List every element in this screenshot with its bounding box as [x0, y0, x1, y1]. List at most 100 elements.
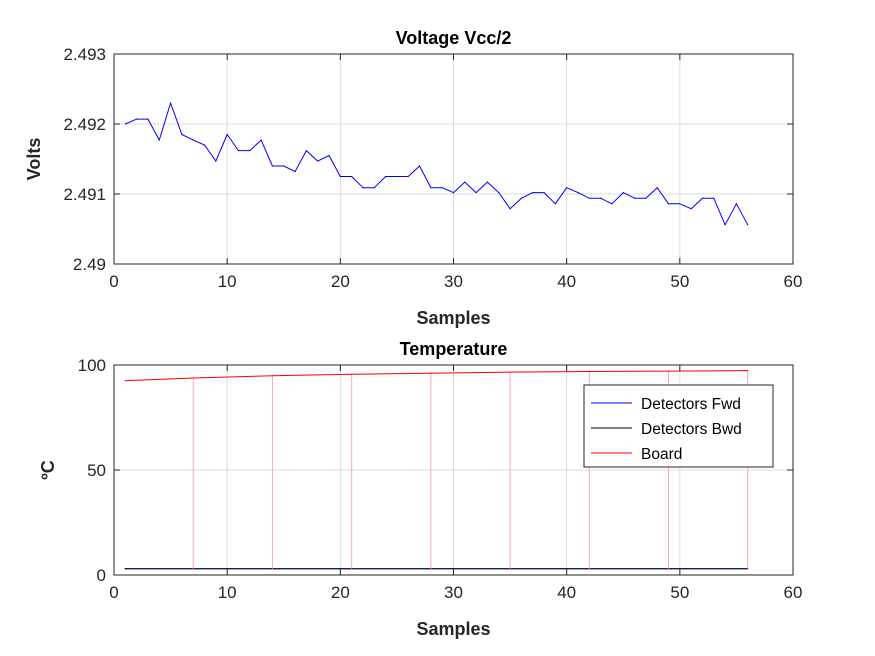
detectors-bwd-data-point — [124, 568, 126, 570]
voltage-title: Voltage Vcc/2 — [396, 28, 512, 48]
voltage-data-point — [498, 192, 500, 194]
voltage-data-point — [441, 187, 443, 189]
temperature-xtick-label: 60 — [784, 583, 803, 602]
temperature-ytick-label: 0 — [97, 566, 106, 585]
voltage-data-point — [464, 181, 466, 183]
temperature-xlabel: Samples — [416, 619, 490, 639]
voltage-ytick-label: 2.491 — [63, 185, 106, 204]
voltage-data-point — [373, 187, 375, 189]
voltage-data-point — [260, 139, 262, 141]
legend-label-board: Board — [641, 446, 682, 463]
voltage-data-point — [724, 224, 726, 226]
temperature-ytick-label: 100 — [78, 356, 106, 375]
voltage-data-point — [339, 175, 341, 178]
temperature-title: Temperature — [400, 339, 508, 359]
temperature-xtick-label: 0 — [109, 583, 118, 602]
voltage-data-point — [554, 203, 556, 205]
voltage-data-point — [633, 197, 636, 199]
voltage-data-point — [622, 192, 624, 194]
temperature-xtick-label: 10 — [218, 583, 237, 602]
voltage-xtick-label: 10 — [218, 272, 237, 291]
voltage-xtick-label: 60 — [784, 272, 803, 291]
voltage-data-point — [158, 139, 160, 141]
voltage-data-point — [656, 187, 658, 189]
voltage-data-point — [317, 160, 319, 162]
board-data-point — [124, 380, 126, 382]
voltage-data-point — [452, 192, 455, 194]
voltage-data-point — [690, 208, 692, 210]
voltage-data-point — [294, 171, 296, 173]
voltage-xtick-label: 40 — [557, 272, 576, 291]
voltage-data-point — [124, 123, 126, 125]
temperature-ticks: 0 10 20 30 40 50 60 0 50 100 — [78, 356, 803, 602]
voltage-data-point — [305, 150, 307, 152]
voltage-data-point — [588, 197, 590, 199]
voltage-data-point — [407, 175, 409, 178]
voltage-data-point — [362, 187, 364, 189]
voltage-data-point — [192, 139, 194, 141]
board-data-point — [351, 373, 353, 375]
voltage-data-point — [486, 181, 489, 183]
voltage-data-point — [645, 197, 647, 199]
voltage-data-point — [396, 175, 398, 178]
voltage-data-point — [532, 192, 534, 194]
voltage-xtick-label: 50 — [670, 272, 689, 291]
board-data-point — [747, 370, 749, 372]
voltage-data-point — [509, 208, 511, 210]
temperature-xtick-label: 20 — [331, 583, 350, 602]
temperature-ytick-label: 50 — [87, 461, 106, 480]
voltage-data-point — [600, 197, 602, 199]
voltage-data-point — [226, 133, 228, 136]
board-data-point — [588, 370, 590, 373]
voltage-xlabel: Samples — [416, 308, 490, 328]
temperature-legend[interactable]: Detectors Fwd Detectors Bwd Board — [583, 384, 774, 468]
voltage-data-point — [611, 203, 613, 205]
voltage-data-point — [237, 150, 240, 152]
temperature-xtick-label: 40 — [557, 583, 576, 602]
temperature-xtick-label: 50 — [670, 583, 689, 602]
voltage-xtick-label: 0 — [109, 272, 118, 291]
voltage-xtick-label: 20 — [331, 272, 350, 291]
board-data-point — [667, 370, 670, 372]
voltage-data-point — [181, 133, 183, 136]
board-data-point — [430, 372, 432, 374]
voltage-data-point — [577, 192, 579, 194]
voltage-data-point — [701, 197, 704, 199]
voltage-data-point — [385, 175, 387, 178]
voltage-data-point — [328, 154, 330, 157]
temperature-xtick-label: 30 — [444, 583, 463, 602]
voltage-ytick-label: 2.493 — [63, 45, 106, 64]
voltage-ylabel: Volts — [24, 138, 44, 181]
legend-label-detectors-bwd: Detectors Bwd — [641, 421, 742, 438]
voltage-data-point — [147, 118, 149, 120]
voltage-xtick-label: 30 — [444, 272, 463, 291]
voltage-data-point — [203, 144, 206, 146]
voltage-ticks: 0 10 20 30 40 50 60 2.49 2.491 2.492 2.493 — [63, 45, 802, 291]
voltage-axes: 0 10 20 30 40 50 60 2.49 2.491 2.492 2.493 Voltage… — [24, 28, 802, 328]
voltage-data-point — [271, 165, 274, 167]
voltage-data-point — [520, 197, 523, 199]
voltage-data-point — [667, 203, 670, 205]
legend-label-detectors-fwd: Detectors Fwd — [641, 396, 741, 413]
voltage-ytick-label: 2.49 — [73, 255, 106, 274]
board-data-point — [192, 377, 194, 379]
board-data-point — [271, 375, 274, 377]
voltage-data-point — [566, 187, 568, 189]
voltage-data-point — [713, 197, 715, 199]
voltage-data-point — [543, 192, 545, 194]
voltage-data-point — [249, 150, 251, 152]
voltage-data-point — [351, 175, 353, 178]
voltage-series — [124, 102, 749, 226]
voltage-series-line — [125, 102, 749, 226]
voltage-data-point — [475, 192, 477, 194]
voltage-data-point — [136, 118, 138, 120]
board-data-point — [509, 371, 511, 373]
voltage-data-point — [283, 165, 285, 167]
voltage-data-point — [735, 203, 738, 205]
voltage-data-point — [430, 187, 432, 189]
voltage-data-point — [418, 165, 421, 167]
voltage-data-point — [215, 160, 217, 162]
temperature-ylabel: ºC — [38, 460, 58, 480]
